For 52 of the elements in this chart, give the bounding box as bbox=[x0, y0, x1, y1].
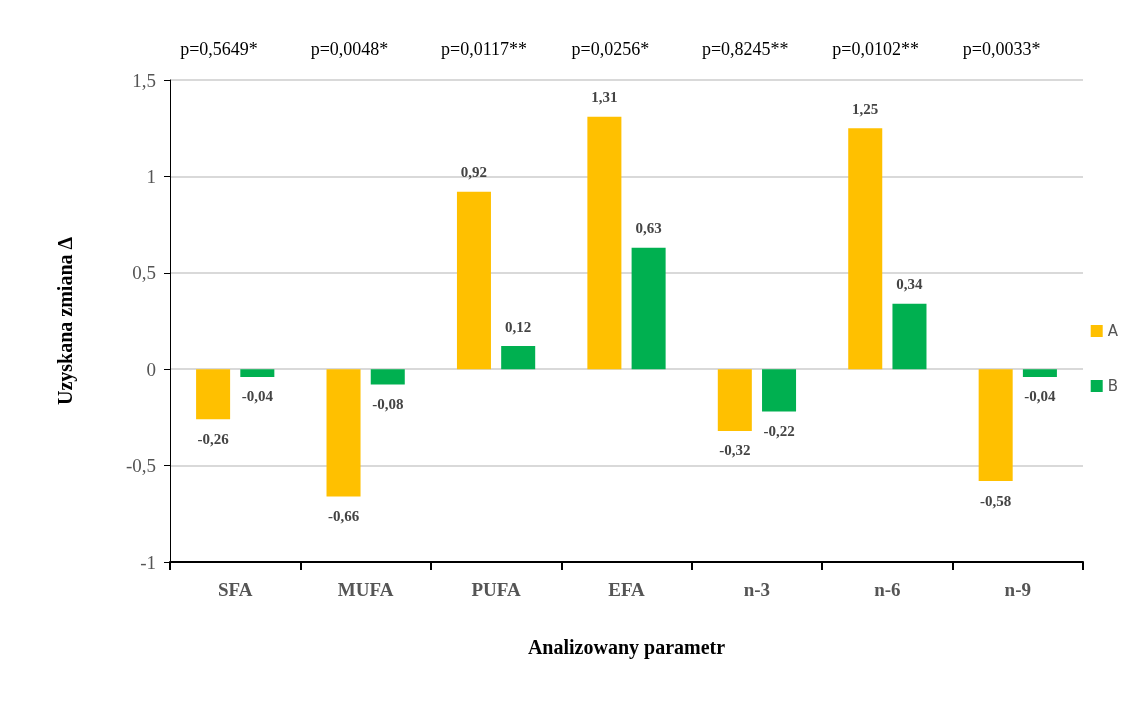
text: p=0,0117** bbox=[441, 39, 528, 59]
x-axis-title: Analizowany parametr bbox=[527, 636, 726, 659]
data-label: 0,34 bbox=[896, 276, 924, 293]
y-tick-label: 0 bbox=[146, 358, 156, 380]
x-tick-label: n-9 bbox=[1004, 579, 1031, 600]
bar bbox=[631, 247, 666, 370]
data-label: -0,08 bbox=[372, 396, 404, 413]
bar bbox=[1022, 369, 1057, 377]
bar bbox=[978, 369, 1013, 482]
x-tick-label: EFA bbox=[608, 579, 646, 600]
bar bbox=[762, 369, 797, 412]
text: p=0,0256* bbox=[571, 39, 650, 59]
bar bbox=[848, 128, 883, 370]
x-tick-label: PUFA bbox=[471, 579, 521, 600]
bar bbox=[196, 369, 231, 420]
y-tick-label: -0,5 bbox=[125, 455, 156, 477]
x-tick-label: n-3 bbox=[743, 579, 771, 600]
data-label: -0,58 bbox=[980, 492, 1012, 509]
bar bbox=[456, 191, 491, 370]
y-tick-label: 1 bbox=[146, 165, 156, 187]
text: p=0,5649* bbox=[180, 39, 258, 59]
bar bbox=[240, 369, 275, 377]
y-tick-label: -1 bbox=[140, 551, 156, 573]
y-axis-title: Uzyskana zmiana Δ bbox=[54, 236, 77, 406]
text: p=0,0033* bbox=[962, 39, 1041, 59]
data-label: -0,04 bbox=[1024, 388, 1057, 405]
data-label: -0,22 bbox=[763, 423, 795, 440]
text: p=0,0102** bbox=[832, 39, 920, 59]
text: p=0,8245** bbox=[701, 39, 789, 59]
data-label: 1,25 bbox=[852, 100, 879, 117]
x-tick-label: MUFA bbox=[337, 579, 394, 600]
bar bbox=[370, 369, 405, 385]
bar bbox=[892, 303, 927, 370]
data-label: 0,63 bbox=[635, 220, 662, 237]
data-label: -0,04 bbox=[241, 388, 274, 405]
y-tick-label: 1,5 bbox=[132, 69, 156, 91]
text: p=0,0048* bbox=[310, 39, 389, 59]
data-label: 1,31 bbox=[591, 89, 618, 106]
legend-label: A bbox=[1107, 322, 1119, 340]
bar bbox=[501, 346, 536, 370]
data-label: -0,66 bbox=[327, 507, 360, 524]
bar bbox=[587, 116, 622, 370]
data-label: -0,32 bbox=[719, 442, 751, 459]
y-tick-label: 0,5 bbox=[132, 262, 156, 284]
bar bbox=[326, 369, 361, 497]
data-label: -0,26 bbox=[197, 430, 230, 447]
data-label: 0,92 bbox=[460, 164, 488, 181]
x-tick-label: SFA bbox=[217, 579, 253, 600]
x-tick-label: n-6 bbox=[874, 579, 901, 600]
legend-label: B bbox=[1107, 377, 1119, 395]
bar bbox=[717, 369, 752, 431]
data-label: 0,12 bbox=[505, 318, 532, 335]
